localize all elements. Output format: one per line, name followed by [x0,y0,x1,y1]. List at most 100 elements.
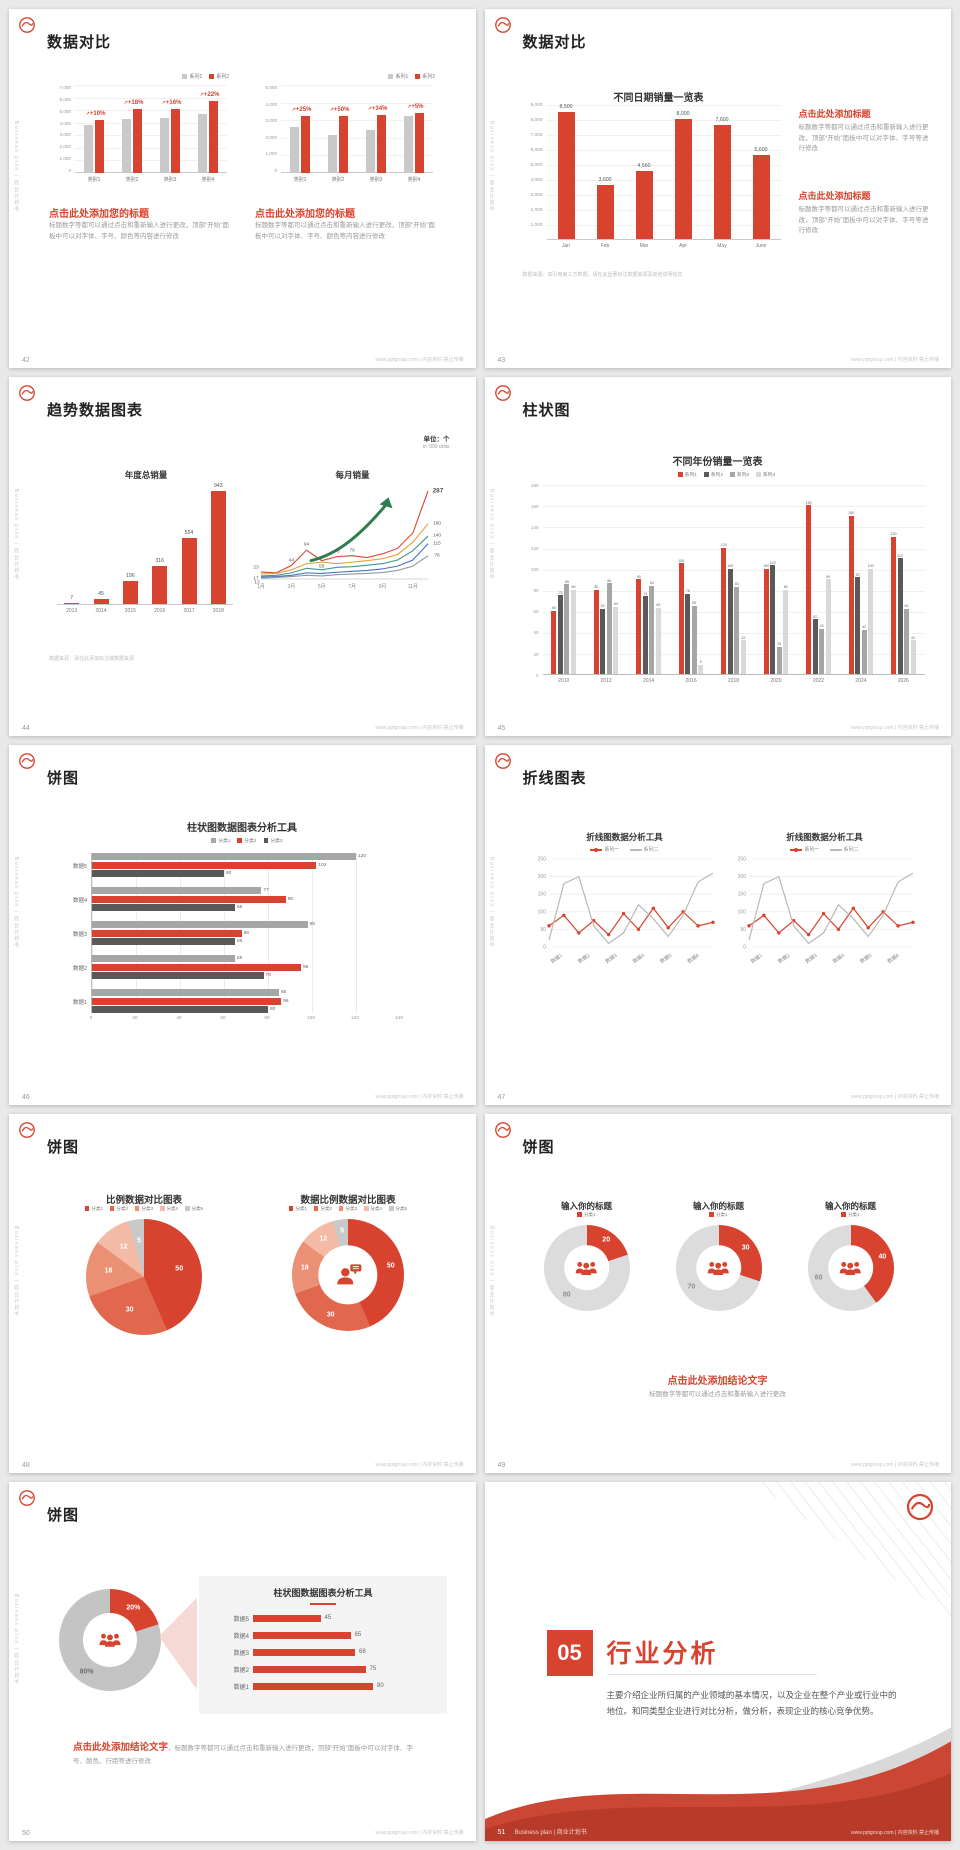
brand-logo-icon [905,1492,935,1522]
donut-chart-3: 输入你的标题 分类1 40 60 [787,1200,915,1365]
svg-text:50: 50 [540,927,546,933]
donut-chart: 数据比例数据对比图表 分类1 分类2 分类3 分类4 分类5 50 30 18 12 5 [247,1192,449,1432]
footer-site: www.pptgroup.com | 内容资料 禁止传播 [375,357,464,364]
svg-text:0: 0 [543,945,546,951]
slide-48[interactable]: Business plan | 商业计划书 饼图 比例数据对比图表 分类1 分类2 分… [9,1113,476,1473]
footer-site: www.pptgroup.com | 内容资料 禁止传播 [851,1461,939,1468]
brand-logo-icon [494,384,512,402]
slide-42[interactable]: Business plan | 商业计划书 数据对比 系列1 系列2 7,000 6,… [9,9,476,369]
line-chart-left: 折线图数据分析工具 系列一 系列二 250 200 150 100 50 0 数据1 数据2 数据3 数… [531,831,719,1021]
svg-text:100: 100 [537,910,546,916]
slide-43[interactable]: Business plan | 商业计划书 数据对比 不同日期销量一览表 9,0… [484,9,951,369]
svg-text:数据5: 数据5 [858,952,873,965]
slide-46[interactable]: Business plan | 商业计划书 饼图 柱状图数据图表分析工具 分类1… [9,745,476,1105]
svg-text:150: 150 [737,892,746,898]
svg-text:5月: 5月 [318,584,326,590]
caption-heading: 点击此处添加您的标题 [255,209,355,220]
donut-chart-2: 输入你的标题 分类1 30 70 [655,1200,783,1365]
sidebar-vertical-text: Business plan | 商业计划书 [13,121,19,213]
brand-logo-icon [18,1489,36,1507]
svg-text:数据6: 数据6 [685,952,700,965]
svg-text:数据6: 数据6 [885,952,900,965]
caption-heading: 点击此处添加标题 [798,109,871,119]
page-number: 43 [497,357,506,365]
page-number: 48 [22,1461,30,1469]
brand-logo-icon [18,752,36,770]
divider-line [606,1673,817,1675]
line-chart-right: 折线图数据分析工具 系列一 系列二 250 200 150 100 50 0 数据1 数据2 数据3 数… [731,831,919,1021]
sidebar-vertical-text: Business plan | 商业计划书 [13,857,19,950]
slide-45[interactable]: Business plan | 商业计划书 柱状图 不同年份销量一览表 系列1 系… [484,377,951,737]
footer-site: www.pptgroup.com | 内容资料 禁止传播 [375,1093,464,1100]
sidebar-vertical-text: Business plan | 商业计划书 [488,857,495,950]
slide-title: 饼图 [47,1138,80,1156]
svg-text:250: 250 [537,857,546,863]
pie-chart: 比例数据对比图表 分类1 分类2 分类3 分类4 分类5 50 30 18 12 5 [43,1192,245,1432]
brand-logo-icon [18,384,36,402]
svg-text:数据3: 数据3 [803,952,818,965]
slide-title: 柱状图 [522,402,571,420]
svg-text:数据2: 数据2 [776,952,791,965]
slide-49[interactable]: Business plan | 商业计划书 饼图 输入你的标题 分类1 20 80 输… [484,1113,951,1473]
bar-chart-yearly: 2013 2014 2015 2016 2017 2018 7 45 196 316 554 943 [49,483,239,625]
slide-title: 饼图 [47,1506,80,1524]
sidebar-vertical-text: Business plan | 商业计划书 [13,1225,19,1318]
caption-heading: 点击此处添加标题 [798,191,871,201]
page-number: 45 [497,725,506,733]
grouped-bar-chart-left: 系列1 系列2 7,000 6,000 5,000 4,000 3,000 2,000 1,00… [59,74,229,183]
caption-body: 标题数字等都可以通过点击和重新输入进行更改，顶部“开始”面板中可以对字体、字号等… [798,124,929,153]
data-source-note: 数据来源：如引用第三方数据，请在此显著标注数据来源及其他说明信息 [522,272,683,278]
section-title: 行业分析 [606,1639,719,1668]
svg-text:50: 50 [740,927,746,933]
svg-text:0: 0 [743,945,746,951]
chart-title: 不同日期销量一览表 [613,93,704,104]
svg-text:数据5: 数据5 [658,952,673,965]
footer-site: www.pptgroup.com | 内容资料 禁止传播 [375,1830,464,1836]
conclusion-heading: 点击此处添加结论文字 [73,1741,169,1753]
curve-decoration [484,1727,951,1841]
footer-label: Business plan | 商业计划书 [514,1830,587,1836]
svg-text:200: 200 [737,874,746,880]
sidebar-vertical-text: Business plan | 商业计划书 [13,489,19,581]
svg-text:1月: 1月 [257,584,265,590]
footer-site: www.pptgroup.com | 内容资料 禁止传播 [375,725,464,732]
svg-text:150: 150 [537,892,546,898]
caption-body: 标题数字等都可以通过点击和重新输入进行更改，顶部“开始”面板中可以对字体、字号、… [49,222,229,240]
svg-text:7月: 7月 [348,584,356,590]
svg-text:数据3: 数据3 [603,952,618,965]
line-chart-monthly: 1月 3月 5月 7月 9月 11月 23 17 44 94 55 73 76 287 180 140 115 7… [253,487,444,591]
data-source-note: 数据来源：请在此添加标注或数据来源 [49,656,135,663]
slide-title: 饼图 [522,1138,555,1156]
page-number: 49 [497,1461,506,1469]
conclusion-paragraph: 点击此处添加结论文字，标题数字等都可以通过点击和重新输入进行更改，顶部“开始”面… [73,1740,418,1767]
chart-title: 每月销量 [335,470,370,481]
grouped-bar-chart-right: 系列1 系列2 5,000 4,000 3,000 2,000 1,000 0 ↗+25% ↗+5… [265,74,435,183]
sidebar-vertical-text: Business plan | 商业计划书 [488,1225,495,1318]
footer-site: www.pptgroup.com | 内容资料 禁止传播 [851,1093,939,1100]
horizontal-bar-chart: 分类1 分类2 分类3 数据5 数据4 数据3 数据2 数据1 120 102 60 77 88 65 98… [72,838,403,1022]
svg-text:100: 100 [737,910,746,916]
brand-logo-icon [494,16,512,34]
slide-47[interactable]: Business plan | 商业计划书 折线图表 折线图数据分析工具 系列一系… [484,745,951,1105]
page-number: 50 [22,1830,30,1837]
page-number: 51 [497,1829,506,1836]
slide-44[interactable]: Business plan | 商业计划书 趋势数据图表 单位：个 in '00… [9,377,476,737]
svg-text:数据4: 数据4 [831,952,846,965]
mini-bar-panel: 柱状图数据图表分析工具 数据5 45 数据4 65 数据3 68 数据2 75 数据1 80 [199,1575,447,1714]
svg-text:数据1: 数据1 [549,952,564,965]
page-number: 42 [22,357,30,365]
caption-heading: 点击此处添加您的标题 [49,209,149,220]
slide-51[interactable]: 05 行业分析 主要介绍企业所归属的产业领域的基本情况，以及企业在整个产业或行业… [484,1481,951,1841]
slide-title: 数据对比 [522,34,587,51]
slide-title: 数据对比 [47,34,112,51]
slide-50[interactable]: Business plan | 商业计划书 饼图 20% 80% 柱状图数据图表分… [9,1481,476,1841]
chart-title: 不同年份销量一览表 [672,457,763,469]
conclusion-body: ，标题数字等都可以通过点击和重新输入进行更改，顶部“开始”面板中可以对字体、字号… [73,1744,413,1765]
footer-site: www.pptgroup.com | 内容资料 禁止传播 [375,1461,464,1468]
svg-text:250: 250 [737,857,746,863]
unit-sublabel: in '000 units [422,444,450,451]
brand-logo-icon [494,1121,512,1139]
page-number: 44 [22,725,30,733]
slide-title: 趋势数据图表 [47,402,144,420]
